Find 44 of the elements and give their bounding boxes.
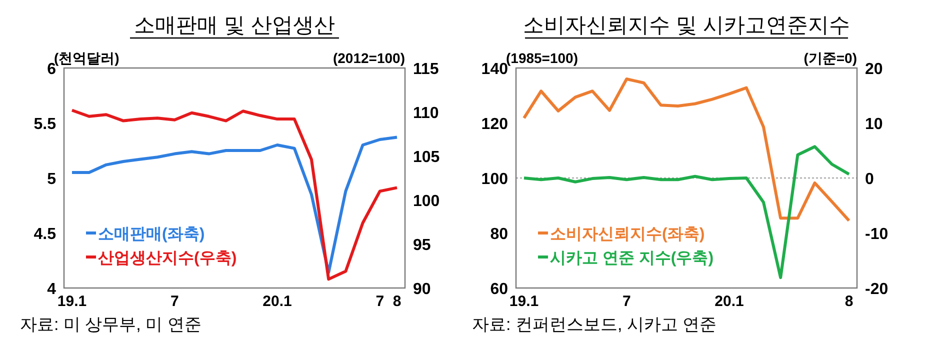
- y-axis-title: (1985=100): [506, 50, 578, 66]
- y2-tick-label: 10: [865, 116, 883, 133]
- legend-label: 시카고 연준 지수(우축): [550, 250, 714, 267]
- y2-tick-label: 100: [413, 193, 440, 210]
- y2-tick-label: -20: [865, 281, 888, 298]
- y2-tick-label: 95: [413, 237, 431, 254]
- y2-axis-title: (기준=0): [804, 50, 857, 66]
- x-tick-label: 19.1: [57, 293, 87, 310]
- x-tick-label: 8: [844, 293, 854, 310]
- y2-tick-label: 105: [413, 149, 440, 166]
- text: 자료: 컨퍼런스보드, 시카고 연준: [472, 315, 717, 334]
- line-series: [70, 136, 398, 274]
- x-tick-label: 8: [392, 293, 402, 310]
- y-tick-label: 5: [47, 171, 56, 188]
- legend-label: 소매판매(좌축): [98, 226, 205, 243]
- x-tick-label: 7: [622, 293, 631, 310]
- y-axis-title: (천억달러): [54, 50, 120, 66]
- x-tick-label: 7: [170, 293, 179, 310]
- x-tick-label: 20.1: [714, 293, 744, 310]
- y-tick-label: 100: [481, 171, 508, 188]
- y2-tick-label: 20: [865, 61, 883, 78]
- y-tick-label: 60: [490, 281, 508, 298]
- legend-label: 소비자신뢰지수(좌축): [550, 226, 705, 243]
- y2-tick-label: 110: [413, 105, 439, 122]
- y2-tick-label: 0: [865, 171, 874, 188]
- legend-label: 산업생산지수(우축): [98, 250, 237, 267]
- chart-title: 소매판매 및 산업생산: [134, 14, 335, 37]
- line-series: [522, 145, 850, 280]
- y-tick-label: 4.5: [34, 226, 56, 243]
- chart-title: 소비자신뢰지수 및 시카고연준지수: [523, 14, 850, 37]
- y-tick-label: 4: [47, 281, 56, 298]
- x-tick-label: 7: [376, 293, 384, 310]
- y-tick-label: 80: [490, 226, 508, 243]
- y2-axis-title: (2012=100): [332, 50, 405, 66]
- y2-tick-label: -10: [865, 226, 888, 243]
- line-series: [70, 108, 398, 281]
- y-tick-label: 120: [481, 116, 508, 133]
- x-tick-label: 19.1: [509, 293, 539, 310]
- y2-tick-label: 115: [413, 61, 439, 78]
- y2-tick-label: 90: [413, 281, 431, 298]
- x-tick-label: 20.1: [262, 293, 292, 310]
- y-tick-label: 5.5: [34, 116, 56, 133]
- line-series: [522, 78, 850, 222]
- text: 자료: 미 상무부, 미 연준: [20, 315, 202, 334]
